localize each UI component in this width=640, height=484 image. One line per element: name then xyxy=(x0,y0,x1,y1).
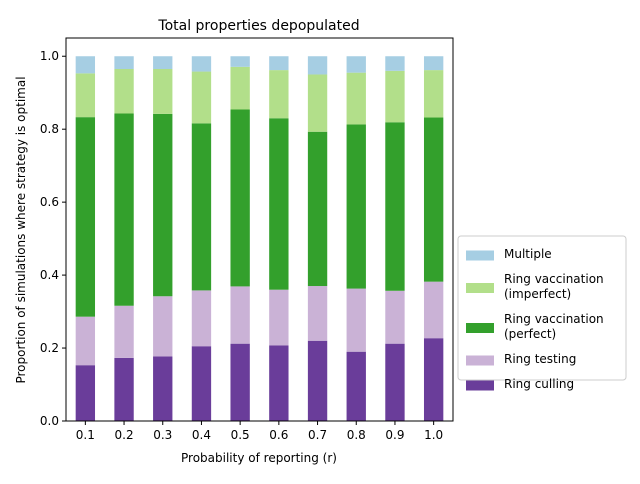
bar-segment-3-0.1 xyxy=(75,73,96,118)
bar-segment-4-0.5 xyxy=(230,56,250,67)
bar-segment-2-0.3 xyxy=(153,113,173,297)
bar-segment-1-0.1 xyxy=(75,316,96,366)
bar-segment-3-0.8 xyxy=(346,72,366,125)
legend-swatch xyxy=(466,355,494,366)
legend: Multiple Ring vaccination (imperfect) Ring … xyxy=(457,235,627,391)
bar-segment-0-1.0 xyxy=(423,338,444,421)
bar-segment-4-0.3 xyxy=(153,56,173,70)
bar-segment-2-0.9 xyxy=(385,122,405,291)
x-tick-label: 0.4 xyxy=(192,428,211,442)
bar-segment-0-0.9 xyxy=(385,343,405,421)
bar-segment-1-0.6 xyxy=(269,289,289,346)
bar-segment-2-0.6 xyxy=(269,118,289,290)
bar-segment-2-0.8 xyxy=(346,124,366,289)
bar-segment-2-0.7 xyxy=(307,131,328,287)
bar-segment-4-0.6 xyxy=(269,56,289,71)
y-tick-label: 0.8 xyxy=(40,122,59,136)
legend-label: Ring vaccination (imperfect) xyxy=(504,272,604,301)
bar-segment-0-0.8 xyxy=(346,351,366,421)
bar-segment-2-0.5 xyxy=(230,109,250,287)
bar-segment-0-0.7 xyxy=(307,340,328,421)
chart-title: Total properties depopulated xyxy=(157,18,359,34)
bar-segment-1-0.9 xyxy=(385,290,405,344)
x-tick-label: 0.9 xyxy=(385,428,404,442)
y-tick-label: 0.4 xyxy=(40,268,59,282)
bar-segment-3-0.4 xyxy=(191,71,212,124)
bar-segment-4-1.0 xyxy=(423,56,444,71)
bar-segment-4-0.7 xyxy=(307,56,328,75)
legend-label: Ring vaccination (perfect) xyxy=(504,312,604,341)
y-axis: 0.0 0.2 0.4 0.6 0.8 1.0 xyxy=(40,49,66,428)
legend-swatch xyxy=(466,250,494,261)
x-tick-label: 0.2 xyxy=(115,428,134,442)
y-tick-label: 0.0 xyxy=(40,414,59,428)
bar-segment-2-1.0 xyxy=(423,117,444,282)
x-tick-label: 1.0 xyxy=(424,428,443,442)
bar-segment-1-0.7 xyxy=(307,286,328,341)
legend-label: Ring testing xyxy=(504,352,576,366)
bar-segment-0-0.2 xyxy=(114,357,134,421)
x-tick-label: 0.6 xyxy=(269,428,288,442)
bar-segment-1-0.2 xyxy=(114,305,134,358)
x-axis-label: Probability of reporting (r) xyxy=(181,451,337,465)
bar-segment-1-0.3 xyxy=(153,296,173,357)
bar-segment-2-0.1 xyxy=(75,117,96,317)
bar-segment-3-0.5 xyxy=(230,66,250,110)
bar-segment-0-0.4 xyxy=(191,346,212,421)
bar-segment-3-0.6 xyxy=(269,70,289,119)
bar-segment-0-0.5 xyxy=(230,343,250,421)
legend-swatch xyxy=(466,283,494,293)
bar-segment-4-0.1 xyxy=(75,56,96,74)
bar-segment-0-0.3 xyxy=(153,356,173,421)
bar-segment-1-0.8 xyxy=(346,288,366,352)
bar-segment-1-0.5 xyxy=(230,286,250,344)
bar-segment-3-0.2 xyxy=(114,69,134,114)
y-tick-label: 0.6 xyxy=(40,195,59,209)
bar-segment-0-0.6 xyxy=(269,345,289,421)
bar-segment-3-0.3 xyxy=(153,69,173,114)
bar-segment-3-0.9 xyxy=(385,70,405,123)
bar-segment-0-0.1 xyxy=(75,365,96,421)
y-tick-label: 1.0 xyxy=(40,49,59,63)
x-tick-label: 0.3 xyxy=(153,428,172,442)
legend-swatch xyxy=(466,323,494,333)
y-axis-label: Proportion of simulations where strategy… xyxy=(14,76,28,383)
x-tick-label: 0.5 xyxy=(231,428,250,442)
legend-label: Multiple xyxy=(504,247,552,261)
plot-frame xyxy=(65,37,454,422)
bar-segment-1-1.0 xyxy=(423,281,444,339)
bar-segment-4-0.2 xyxy=(114,56,134,70)
legend-box xyxy=(457,235,627,381)
legend-swatch xyxy=(466,380,494,391)
x-axis: 0.1 0.2 0.3 0.4 0.5 0.6 0.7 0.8 0.9 1.0 xyxy=(76,421,443,442)
bar-segment-4-0.4 xyxy=(191,56,212,72)
x-tick-label: 0.8 xyxy=(347,428,366,442)
legend-label: Ring culling xyxy=(504,377,574,391)
bar-segment-3-0.7 xyxy=(307,74,328,132)
bars-layer xyxy=(75,56,444,421)
bar-segment-2-0.4 xyxy=(191,123,212,291)
x-tick-label: 0.1 xyxy=(76,428,95,442)
x-tick-label: 0.7 xyxy=(308,428,327,442)
bar-segment-2-0.2 xyxy=(114,113,134,306)
bar-segment-4-0.9 xyxy=(385,56,405,71)
bar-segment-4-0.8 xyxy=(346,56,366,73)
bar-segment-3-1.0 xyxy=(423,70,444,118)
bar-segment-1-0.4 xyxy=(191,290,212,347)
y-tick-label: 0.2 xyxy=(40,341,59,355)
